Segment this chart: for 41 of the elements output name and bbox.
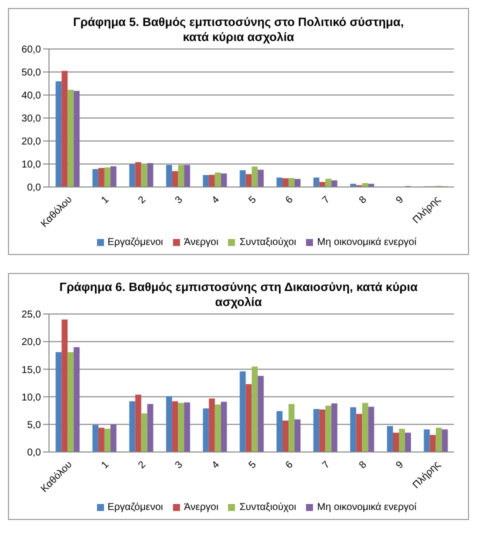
x-tick-label: 7: [320, 459, 333, 472]
x-tick-label: 2: [136, 194, 148, 206]
y-tick-label: 10,0: [22, 160, 42, 171]
x-tick-label: 1: [100, 194, 112, 206]
y-tick-label: 60,0: [22, 44, 42, 56]
chart-title: Γράφημα 5. Βαθμός εμπιστοσύνης στο Πολιτικό σύστημα, κατά κύρια ασχολία: [72, 14, 405, 45]
x-tick-label: 8: [357, 459, 370, 472]
y-tick-label: 5,0: [27, 420, 42, 431]
y-tick-label: 50,0: [22, 68, 42, 79]
y-tick-label: 20,0: [22, 136, 42, 148]
chart-title: Γράφημα 6. Βαθμός εμπιστοσύνης στη Δικαιοσύνη, κατά κύρια ασχολία: [58, 279, 419, 310]
y-tick-label: 10,0: [22, 392, 42, 404]
x-tick-label: 9: [394, 459, 406, 472]
legend-label: Συνταξιούχοι: [239, 237, 296, 248]
legend-label: Άνεργοι: [184, 237, 218, 248]
legend-label: Μη οικονομικά ενεργοί: [317, 237, 416, 248]
x-tick-label: 3: [173, 194, 186, 206]
legend-label: Εργαζόμενοι: [108, 237, 163, 248]
x-tick-label: 2: [136, 459, 148, 472]
x-tick-label: 4: [210, 194, 222, 206]
y-tick-label: 0,0: [27, 182, 42, 194]
y-tick-label: 30,0: [22, 114, 42, 125]
legend-label: Άνεργοι: [184, 502, 218, 513]
legend-label: Εργαζόμενοι: [108, 502, 163, 513]
x-tick-label: 1: [100, 459, 112, 472]
legend-label: Μη οικονομικά ενεργοί: [317, 502, 416, 513]
x-tick-label: 6: [284, 194, 296, 206]
y-tick-label: 0,0: [27, 448, 42, 459]
y-tick-label: 15,0: [22, 364, 42, 376]
x-tick-label: 5: [246, 459, 259, 472]
y-tick-label: 25,0: [22, 310, 42, 321]
x-tick-label: 4: [210, 459, 222, 472]
x-tick-label: 6: [284, 459, 296, 472]
x-tick-label: 5: [246, 194, 259, 206]
y-tick-label: 40,0: [22, 90, 42, 102]
x-tick-label: 8: [357, 194, 370, 206]
y-tick-label: 20,0: [22, 337, 42, 348]
x-tick-label: 3: [173, 459, 186, 472]
x-tick-label: 9: [394, 194, 406, 206]
legend-label: Συνταξιούχοι: [239, 502, 296, 513]
x-tick-label: 7: [320, 194, 333, 206]
